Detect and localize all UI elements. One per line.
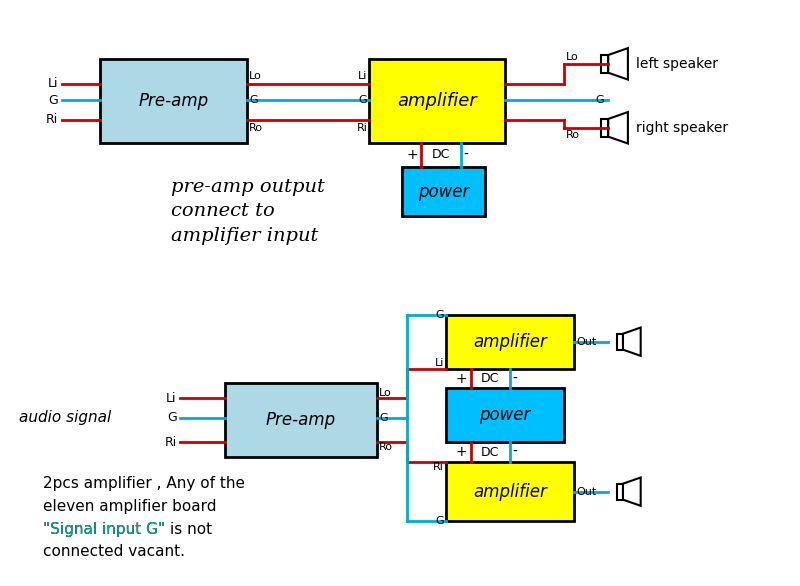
Text: G: G [379, 413, 388, 423]
Text: connect to: connect to [170, 202, 274, 220]
Text: "Signal input G" is not: "Signal input G" is not [42, 522, 212, 537]
Bar [617, 483, 623, 500]
Text: Ro: Ro [379, 442, 393, 452]
Bar [617, 333, 623, 350]
Text: -: - [513, 445, 518, 459]
Text: Li: Li [434, 358, 444, 368]
Bar [602, 119, 608, 137]
Text: eleven amplifier board: eleven amplifier board [42, 499, 216, 514]
Text: +: + [407, 148, 418, 162]
Bar [100, 59, 247, 142]
Polygon shape [623, 478, 641, 506]
Polygon shape [608, 112, 628, 144]
Text: DC: DC [481, 372, 499, 385]
Bar [446, 389, 564, 442]
Text: amplifier: amplifier [473, 333, 547, 350]
Text: +: + [456, 445, 467, 459]
Text: Ri: Ri [46, 114, 58, 127]
Text: DC: DC [481, 446, 499, 459]
Text: Out: Out [577, 337, 597, 347]
Text: amplifier input: amplifier input [170, 227, 318, 245]
Text: left speaker: left speaker [636, 57, 718, 71]
Text: DC: DC [432, 148, 450, 161]
Polygon shape [608, 48, 628, 80]
Bar [225, 383, 377, 457]
Text: Li: Li [358, 71, 367, 81]
Text: -: - [513, 372, 518, 386]
Text: G: G [358, 96, 367, 105]
Text: +: + [456, 372, 467, 386]
Text: Li: Li [48, 77, 58, 90]
Text: amplifier: amplifier [473, 483, 547, 500]
Bar [446, 315, 574, 369]
Text: audio signal: audio signal [19, 410, 111, 425]
Text: Pre-amp: Pre-amp [266, 411, 336, 430]
Text: Pre-amp: Pre-amp [138, 92, 209, 110]
Text: Out: Out [577, 486, 597, 497]
Text: pre-amp output: pre-amp output [170, 178, 325, 196]
Text: power: power [418, 183, 469, 201]
Text: right speaker: right speaker [636, 121, 728, 135]
Text: G: G [166, 411, 177, 424]
Text: G: G [250, 96, 258, 105]
Polygon shape [623, 328, 641, 356]
Text: connected vacant.: connected vacant. [42, 544, 185, 559]
Text: power: power [479, 407, 530, 424]
Text: Ri: Ri [433, 462, 444, 472]
Text: Ri: Ri [357, 123, 367, 133]
Text: Li: Li [166, 391, 177, 405]
Bar [370, 59, 505, 142]
Bar [402, 167, 486, 216]
Text: -: - [464, 148, 469, 162]
Text: G: G [435, 309, 444, 319]
Text: Ri: Ri [164, 436, 177, 449]
Text: Lo: Lo [379, 389, 392, 398]
Text: 2pcs amplifier , Any of the: 2pcs amplifier , Any of the [42, 476, 245, 491]
Text: G: G [49, 94, 58, 107]
Text: "Signal input G": "Signal input G" [42, 522, 165, 537]
Text: G: G [595, 96, 604, 105]
Text: G: G [435, 516, 444, 526]
Text: Lo: Lo [250, 71, 262, 81]
Text: Ro: Ro [250, 123, 263, 133]
Text: Ro: Ro [566, 130, 580, 139]
Bar [446, 462, 574, 521]
Text: Lo: Lo [566, 52, 578, 62]
Text: amplifier: amplifier [398, 92, 477, 110]
Bar [602, 55, 608, 73]
